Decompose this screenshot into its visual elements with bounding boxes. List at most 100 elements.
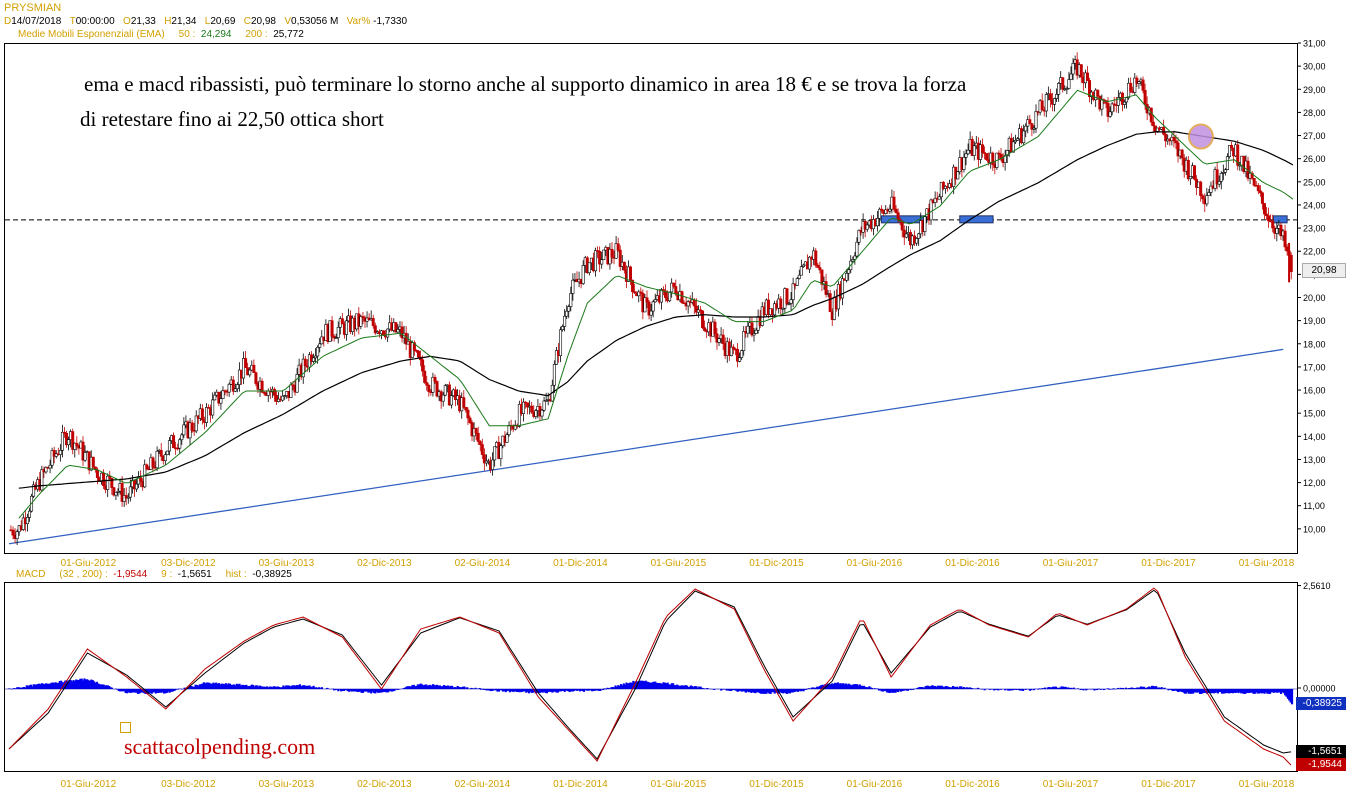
- candle-body: [750, 322, 754, 336]
- candle-body: [190, 422, 194, 431]
- macd-value-tag: -1,9544: [1296, 758, 1346, 771]
- candle-body: [1289, 254, 1293, 273]
- candle-body: [386, 328, 390, 338]
- candle-body: [126, 496, 130, 499]
- price-y-tick-label: 28,00: [1303, 108, 1326, 118]
- candle-body: [454, 389, 458, 400]
- candle-body: [361, 316, 365, 319]
- open-label: O: [123, 16, 131, 27]
- candle-body: [1108, 111, 1112, 117]
- candle-body: [48, 464, 52, 469]
- candle-body: [972, 145, 976, 156]
- price-y-tick-label: 10,00: [1303, 524, 1326, 534]
- price-y-axis: 10,00 11,00 12,00 13,00 14,00 15,00 16,00 17,00…: [1298, 39, 1326, 534]
- time-value: 00:00:00: [75, 16, 115, 27]
- candle-body: [122, 495, 126, 502]
- candle-body: [318, 343, 322, 348]
- candle-body: [1207, 192, 1211, 196]
- macd-x-tick-label: 01-Dic-2017: [1141, 779, 1196, 790]
- candle-body: [534, 410, 538, 417]
- ema-slow-period: 200 :: [245, 29, 268, 40]
- candle-body: [1151, 121, 1155, 127]
- candle-body: [703, 327, 707, 331]
- macd-x-tick-label: 01-Dic-2014: [553, 779, 608, 790]
- candle-body: [571, 279, 575, 294]
- candle-body: [110, 478, 114, 488]
- candle-body: [896, 212, 900, 220]
- candle-body: [966, 149, 970, 155]
- candle-body: [1236, 144, 1240, 166]
- candle-body: [44, 467, 48, 473]
- macd-x-tick-label: 01-Giu-2012: [61, 779, 117, 790]
- ema-legend: Medie Mobili Esponenziali (EMA) 50 : 24,…: [18, 29, 304, 40]
- candle-body: [1256, 185, 1260, 192]
- price-y-tick-label: 17,00: [1303, 362, 1326, 372]
- candle-body: [283, 395, 287, 397]
- candle-body: [71, 431, 75, 450]
- candle-body: [540, 409, 544, 417]
- candle-body: [1141, 79, 1145, 91]
- candle-body: [1123, 101, 1127, 105]
- candle-body: [956, 171, 960, 180]
- candle-body: [1180, 149, 1184, 159]
- candle-body: [474, 428, 478, 434]
- watermark-square-icon: [120, 722, 131, 733]
- candle-body: [447, 384, 451, 406]
- candle-body: [493, 446, 497, 461]
- candle-body: [1104, 100, 1108, 104]
- candle-body: [1071, 63, 1075, 75]
- price-x-tick-label: 03-Dic-2012: [161, 558, 216, 569]
- candle-body: [997, 152, 1001, 155]
- candle-body: [904, 233, 908, 238]
- candle-body: [151, 457, 155, 468]
- last-price-tag: 20,98: [1302, 263, 1346, 278]
- macd-x-tick-label: 01-Giu-2018: [1239, 779, 1295, 790]
- candle-body: [814, 250, 818, 266]
- candle-body: [167, 440, 171, 452]
- candle-body: [334, 337, 338, 339]
- candle-body: [851, 259, 855, 262]
- candle-body: [818, 267, 822, 271]
- candle-body: [1215, 169, 1219, 185]
- macd-label: MACD: [16, 569, 46, 580]
- candle-body: [260, 380, 264, 393]
- macd-panel[interactable]: [4, 582, 1298, 772]
- candle-body: [674, 286, 678, 295]
- candle-body: [633, 291, 637, 294]
- candle-body: [698, 309, 702, 312]
- candle-body: [316, 347, 320, 357]
- candle-body: [505, 434, 509, 443]
- candle-body: [248, 369, 252, 376]
- candle-body: [680, 291, 684, 304]
- candle-body: [499, 445, 503, 460]
- candle-body: [933, 197, 937, 203]
- macd-value: -1,9544: [113, 569, 148, 580]
- candle-body: [155, 450, 159, 469]
- candle-body: [73, 442, 77, 450]
- candle-body: [701, 310, 705, 328]
- candle-body: [50, 450, 54, 466]
- macd-chart: [5, 587, 1297, 766]
- candle-body: [1176, 142, 1180, 157]
- signal-value-tag: -1,5651: [1296, 745, 1346, 758]
- candle-body: [400, 326, 404, 339]
- candle-body: [219, 398, 223, 404]
- candle-body: [964, 153, 968, 158]
- candle-body: [1061, 77, 1065, 90]
- volume-value: 0,53056 M: [291, 16, 339, 27]
- price-panel[interactable]: [4, 43, 1298, 554]
- low-value: 20,69: [210, 16, 236, 27]
- candle-body: [112, 487, 116, 496]
- candle-body: [554, 350, 558, 365]
- candle-body: [340, 318, 344, 325]
- candle-body: [865, 224, 869, 230]
- candle-body: [544, 400, 548, 402]
- candle-body: [530, 405, 534, 413]
- candle-body: [659, 289, 663, 303]
- candle-body: [791, 283, 795, 300]
- price-x-tick-label: 01-Giu-2017: [1043, 558, 1099, 569]
- candle-body: [332, 335, 336, 339]
- candle-body: [114, 492, 118, 496]
- ema-fast-value: 24,294: [200, 29, 232, 40]
- price-x-tick-label: 01-Giu-2015: [651, 558, 707, 569]
